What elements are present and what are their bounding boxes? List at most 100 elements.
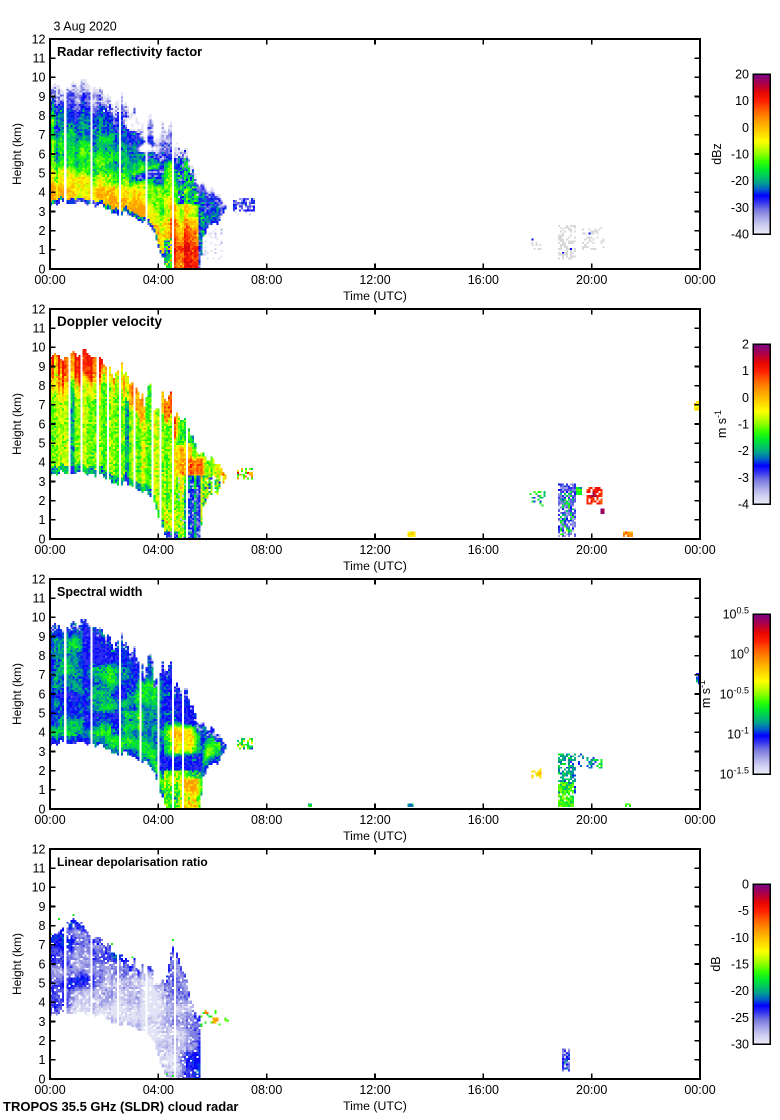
svg-text:11: 11 bbox=[33, 52, 46, 66]
svg-text:8: 8 bbox=[39, 919, 46, 933]
svg-text:0: 0 bbox=[742, 391, 749, 405]
svg-text:Time (UTC): Time (UTC) bbox=[343, 829, 407, 843]
svg-text:6: 6 bbox=[39, 417, 46, 431]
svg-text:16:00: 16:00 bbox=[468, 273, 499, 287]
svg-text:12:00: 12:00 bbox=[359, 543, 390, 557]
svg-text:7: 7 bbox=[39, 938, 46, 952]
svg-text:dBz: dBz bbox=[710, 143, 724, 165]
svg-text:Doppler velocity: Doppler velocity bbox=[57, 314, 163, 329]
svg-text:00:00: 00:00 bbox=[684, 1083, 715, 1097]
svg-text:0: 0 bbox=[39, 802, 46, 816]
svg-text:04:00: 04:00 bbox=[143, 813, 174, 827]
svg-text:12: 12 bbox=[32, 302, 46, 316]
svg-text:-30: -30 bbox=[731, 1038, 749, 1052]
svg-text:20: 20 bbox=[735, 68, 749, 82]
svg-text:12:00: 12:00 bbox=[359, 813, 390, 827]
svg-text:12: 12 bbox=[32, 32, 46, 46]
svg-text:6: 6 bbox=[39, 147, 46, 161]
svg-text:-10: -10 bbox=[731, 148, 749, 162]
svg-text:6: 6 bbox=[39, 687, 46, 701]
svg-text:dB: dB bbox=[709, 956, 723, 971]
svg-text:Time (UTC): Time (UTC) bbox=[343, 289, 407, 303]
svg-text:11: 11 bbox=[33, 322, 46, 336]
svg-text:1: 1 bbox=[39, 783, 46, 797]
svg-text:9: 9 bbox=[39, 900, 46, 914]
svg-text:TROPOS 35.5 GHz (SLDR) cloud r: TROPOS 35.5 GHz (SLDR) cloud radar bbox=[3, 1099, 239, 1114]
svg-text:2: 2 bbox=[39, 764, 46, 778]
svg-text:-1: -1 bbox=[738, 418, 749, 432]
svg-text:1: 1 bbox=[39, 243, 46, 257]
svg-text:08:00: 08:00 bbox=[251, 1083, 282, 1097]
svg-text:04:00: 04:00 bbox=[143, 1083, 174, 1097]
svg-text:0: 0 bbox=[39, 1072, 46, 1086]
svg-text:12: 12 bbox=[32, 572, 46, 586]
svg-text:Spectral width: Spectral width bbox=[57, 585, 142, 599]
svg-text:4: 4 bbox=[39, 996, 46, 1010]
svg-text:-15: -15 bbox=[731, 958, 749, 972]
svg-text:00:00: 00:00 bbox=[34, 543, 65, 557]
svg-text:11: 11 bbox=[33, 592, 46, 606]
svg-text:-20: -20 bbox=[731, 984, 749, 998]
svg-text:12:00: 12:00 bbox=[359, 273, 390, 287]
svg-text:3: 3 bbox=[39, 745, 46, 759]
svg-text:16:00: 16:00 bbox=[468, 813, 499, 827]
svg-text:4: 4 bbox=[39, 726, 46, 740]
svg-text:12: 12 bbox=[32, 842, 46, 856]
svg-text:5: 5 bbox=[39, 707, 46, 721]
svg-text:9: 9 bbox=[39, 360, 46, 374]
svg-text:00:00: 00:00 bbox=[684, 543, 715, 557]
svg-text:Height (km): Height (km) bbox=[10, 933, 24, 995]
svg-text:20:00: 20:00 bbox=[576, 1083, 607, 1097]
svg-text:7: 7 bbox=[39, 398, 46, 412]
svg-text:1: 1 bbox=[39, 1053, 46, 1067]
svg-text:08:00: 08:00 bbox=[251, 543, 282, 557]
svg-text:-2: -2 bbox=[738, 444, 749, 458]
svg-text:-3: -3 bbox=[738, 471, 749, 485]
svg-text:Height (km): Height (km) bbox=[10, 393, 24, 455]
svg-text:1: 1 bbox=[39, 513, 46, 527]
svg-text:7: 7 bbox=[39, 668, 46, 682]
svg-text:08:00: 08:00 bbox=[251, 273, 282, 287]
svg-text:20:00: 20:00 bbox=[576, 543, 607, 557]
svg-text:00:00: 00:00 bbox=[34, 273, 65, 287]
svg-text:Time (UTC): Time (UTC) bbox=[343, 559, 407, 573]
svg-text:10: 10 bbox=[32, 881, 46, 895]
svg-text:Height (km): Height (km) bbox=[10, 123, 24, 185]
svg-text:8: 8 bbox=[39, 379, 46, 393]
svg-text:2: 2 bbox=[742, 338, 749, 352]
svg-text:8: 8 bbox=[39, 649, 46, 663]
svg-text:20:00: 20:00 bbox=[576, 273, 607, 287]
svg-text:0: 0 bbox=[39, 532, 46, 546]
svg-text:11: 11 bbox=[33, 862, 46, 876]
svg-text:16:00: 16:00 bbox=[468, 543, 499, 557]
svg-text:12:00: 12:00 bbox=[359, 1083, 390, 1097]
svg-text:04:00: 04:00 bbox=[143, 543, 174, 557]
svg-text:3 Aug 2020: 3 Aug 2020 bbox=[54, 20, 117, 34]
svg-text:3: 3 bbox=[39, 1015, 46, 1029]
svg-text:0: 0 bbox=[39, 262, 46, 276]
svg-text:5: 5 bbox=[39, 977, 46, 991]
svg-text:8: 8 bbox=[39, 109, 46, 123]
svg-text:-30: -30 bbox=[731, 201, 749, 215]
svg-text:-20: -20 bbox=[731, 174, 749, 188]
svg-text:20:00: 20:00 bbox=[576, 813, 607, 827]
svg-text:-4: -4 bbox=[738, 498, 749, 512]
svg-text:9: 9 bbox=[39, 90, 46, 104]
svg-text:00:00: 00:00 bbox=[34, 813, 65, 827]
svg-text:2: 2 bbox=[39, 494, 46, 508]
svg-text:1: 1 bbox=[742, 364, 749, 378]
svg-text:2: 2 bbox=[39, 224, 46, 238]
svg-text:-25: -25 bbox=[731, 1011, 749, 1025]
svg-text:16:00: 16:00 bbox=[468, 1083, 499, 1097]
svg-text:-5: -5 bbox=[738, 904, 749, 918]
svg-text:7: 7 bbox=[39, 128, 46, 142]
svg-text:10: 10 bbox=[32, 611, 46, 625]
svg-text:3: 3 bbox=[39, 475, 46, 489]
svg-text:Time (UTC): Time (UTC) bbox=[343, 1099, 407, 1113]
svg-text:4: 4 bbox=[39, 456, 46, 470]
svg-text:3: 3 bbox=[39, 205, 46, 219]
svg-text:00:00: 00:00 bbox=[684, 813, 715, 827]
svg-text:5: 5 bbox=[39, 437, 46, 451]
svg-text:Height (km): Height (km) bbox=[10, 663, 24, 725]
svg-text:2: 2 bbox=[39, 1034, 46, 1048]
